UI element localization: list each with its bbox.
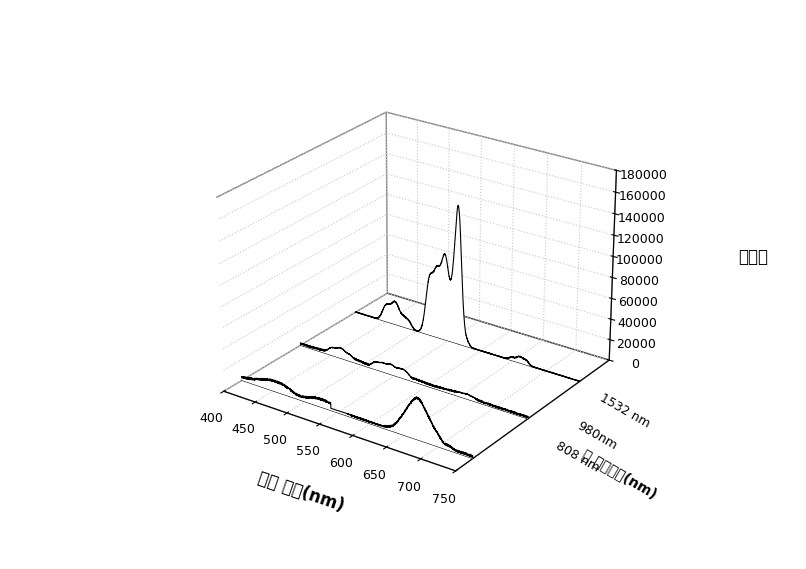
Text: 1532 nm: 1532 nm	[597, 391, 652, 431]
Text: 激 发光波长(nm): 激 发光波长(nm)	[580, 447, 659, 501]
X-axis label: 发射 波长(nm): 发射 波长(nm)	[256, 468, 347, 515]
Text: 808 nm: 808 nm	[553, 439, 601, 475]
Text: 980nm: 980nm	[575, 419, 620, 452]
